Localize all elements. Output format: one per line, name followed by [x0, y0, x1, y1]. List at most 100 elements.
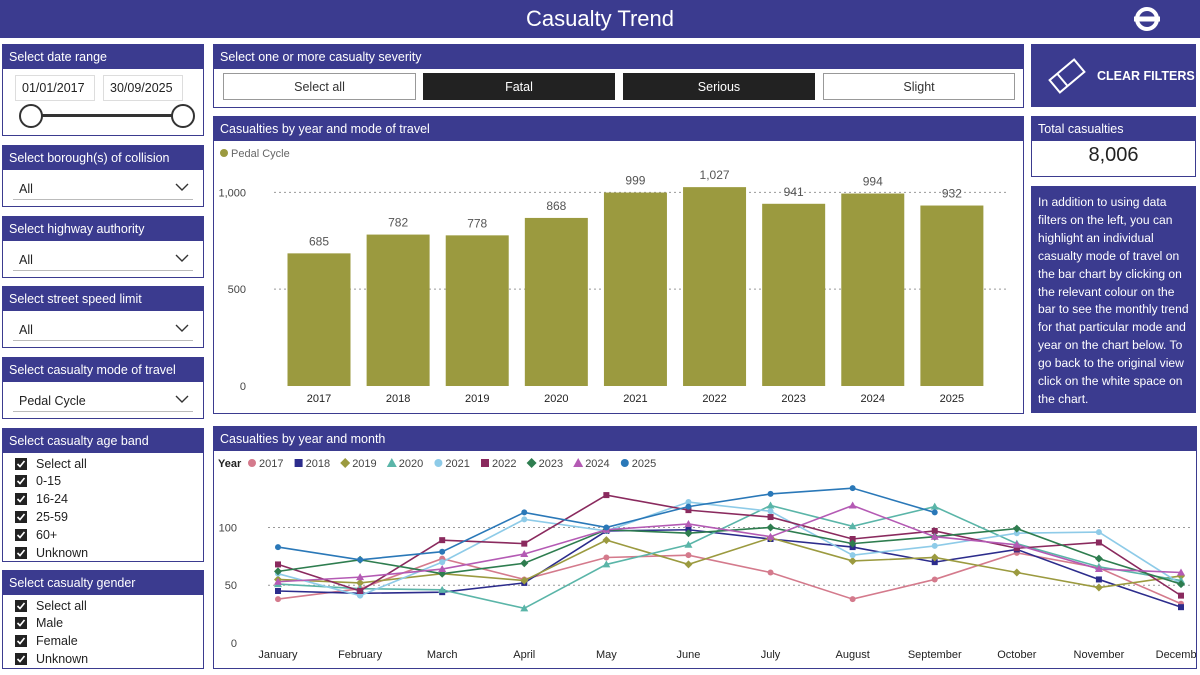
legend-2020[interactable]: 2020 — [386, 458, 423, 470]
data-point — [1095, 539, 1102, 546]
bar-chart-panel: Casualties by year and mode of travel Pe… — [213, 116, 1024, 414]
legend-marker — [248, 459, 256, 467]
line-chart[interactable]: Year 2017 2018 2019 2020 2021 2022 2023 2024 2025… — [214, 451, 1196, 668]
checkbox-checked-icon[interactable] — [15, 528, 27, 541]
bar-chart[interactable]: Pedal Cycle 0 500 1,000 685 2017 782 2018 778 201… — [214, 141, 1023, 413]
checkbox-checked-icon[interactable] — [15, 635, 27, 648]
legend-2018[interactable]: 2018 — [294, 458, 330, 470]
legend-dot — [220, 149, 228, 157]
series-2024[interactable] — [274, 501, 1185, 585]
legend-marker — [340, 458, 351, 468]
date-range-filter: Select date range 01/01/2017 30/09/2025 — [2, 44, 204, 136]
checkbox-checked-icon[interactable] — [15, 546, 27, 559]
bar-data-label: 932 — [942, 187, 962, 201]
bar-2020[interactable] — [524, 217, 588, 386]
data-point — [357, 592, 364, 599]
borough-dropdown[interactable]: All — [13, 174, 193, 200]
checkbox-checked-icon[interactable] — [15, 493, 27, 506]
mode-filter: Select casualty mode of travel Pedal Cyc… — [2, 357, 204, 419]
age-band-option[interactable]: 25-59 — [15, 508, 68, 525]
age-band-option[interactable]: 60+ — [15, 526, 57, 543]
data-point — [602, 560, 611, 568]
gender-option[interactable]: Male — [15, 615, 63, 632]
data-point — [684, 540, 693, 548]
data-point — [931, 576, 938, 583]
data-point — [603, 492, 610, 499]
data-point — [930, 502, 939, 510]
speed-filter: Select street speed limit All — [2, 286, 204, 348]
age-band-option[interactable]: Unknown — [15, 544, 88, 561]
bar-data-label: 999 — [625, 174, 645, 188]
bar-data-label: 941 — [784, 185, 804, 199]
legend-2017[interactable]: 2017 — [248, 458, 283, 470]
end-date-input[interactable]: 30/09/2025 — [103, 75, 183, 101]
gender-option-label: Unknown — [36, 651, 89, 666]
age-band-option[interactable]: 0-15 — [15, 473, 61, 490]
legend-2023[interactable]: 2023 — [526, 458, 563, 470]
x-tick-label: 2025 — [940, 393, 964, 405]
legend-marker — [481, 459, 489, 467]
severity-serious-button[interactable]: Serious — [623, 73, 815, 100]
bar-2025[interactable] — [920, 205, 984, 386]
bar-2023[interactable] — [762, 203, 826, 386]
legend-2022[interactable]: 2022 — [481, 458, 516, 470]
checkbox-checked-icon[interactable] — [15, 457, 27, 470]
checkbox-checked-icon[interactable] — [15, 652, 27, 665]
data-point — [685, 503, 692, 510]
series-2020[interactable] — [274, 501, 1185, 612]
data-point — [931, 509, 938, 516]
speed-dropdown[interactable]: All — [13, 315, 193, 341]
bar-2024[interactable] — [841, 193, 905, 386]
series-2025[interactable] — [275, 485, 938, 563]
gender-option[interactable]: Select all — [15, 597, 87, 614]
gender-option[interactable]: Unknown — [15, 650, 88, 667]
date-slider-end-handle[interactable] — [171, 104, 195, 128]
bar-2022[interactable] — [683, 187, 747, 386]
severity-select-all-button[interactable]: Select all — [223, 73, 416, 100]
age-band-option[interactable]: 16-24 — [15, 491, 68, 508]
checkbox-checked-icon[interactable] — [15, 617, 27, 630]
legend-2024[interactable]: 2024 — [573, 458, 610, 470]
highway-dropdown[interactable]: All — [13, 245, 193, 271]
speed-value: All — [19, 323, 33, 337]
legend-pedal-cycle[interactable]: Pedal Cycle — [220, 148, 290, 160]
data-point — [275, 561, 281, 568]
y-tick-label: 1,000 — [218, 187, 246, 199]
age-band-option[interactable]: Select all — [15, 455, 87, 472]
legend-marker — [294, 459, 303, 467]
x-tick-label: October — [997, 649, 1036, 661]
checkbox-checked-icon[interactable] — [15, 475, 27, 488]
data-point — [602, 536, 611, 545]
legend-2019[interactable]: 2019 — [340, 458, 377, 470]
clear-filters-label: CLEAR FILTERS — [1097, 68, 1195, 83]
bar-2021[interactable] — [603, 192, 667, 386]
total-casualties-card: Total casualties 8,006 — [1031, 116, 1196, 177]
data-point — [684, 560, 693, 569]
legend-label: 2025 — [632, 458, 656, 470]
severity-slight-button[interactable]: Slight — [823, 73, 1015, 100]
chevron-down-icon — [175, 395, 189, 403]
borough-value: All — [19, 182, 33, 196]
clear-filters-button[interactable]: CLEAR FILTERS — [1031, 44, 1196, 107]
start-date-input[interactable]: 01/01/2017 — [15, 75, 95, 101]
bar-2017[interactable] — [287, 253, 351, 386]
legend-2025[interactable]: 2025 — [620, 458, 656, 470]
bar-2018[interactable] — [366, 234, 430, 386]
bar-chart-title: Casualties by year and mode of travel — [214, 117, 1023, 141]
legend-2021[interactable]: 2021 — [434, 458, 470, 470]
series-2017[interactable] — [275, 549, 1184, 607]
mode-dropdown[interactable]: Pedal Cycle — [13, 386, 193, 412]
checkbox-checked-icon[interactable] — [15, 510, 27, 523]
checkbox-checked-icon[interactable] — [15, 599, 27, 612]
age-band-option-label: 0-15 — [36, 474, 62, 489]
series-2019[interactable] — [274, 533, 1185, 592]
series-line — [277, 528, 1182, 608]
bar-data-label: 1,027 — [700, 168, 730, 182]
bar-2019[interactable] — [445, 235, 509, 386]
series-2022[interactable] — [275, 492, 1184, 599]
date-slider-start-handle[interactable] — [19, 104, 43, 128]
gender-option[interactable]: Female — [15, 633, 78, 650]
date-slider-track[interactable] — [31, 114, 187, 117]
bar-data-label: 778 — [467, 216, 487, 230]
severity-fatal-button[interactable]: Fatal — [423, 73, 615, 100]
